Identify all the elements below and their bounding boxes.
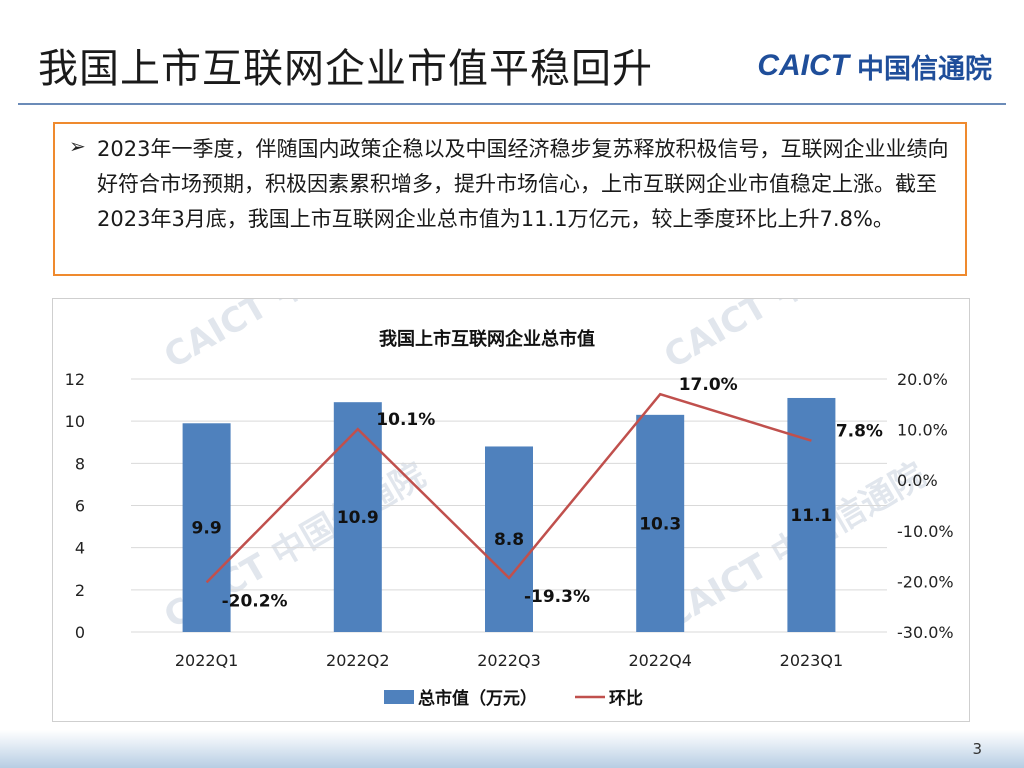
data-labels: 9.9 10.9 8.8 10.3 11.1 -20.2% 10.1% -19.3% 17.0%… xyxy=(192,375,883,611)
y-left-tick-label: 8 xyxy=(75,454,85,473)
legend-label-line: 环比 xyxy=(609,688,643,709)
y-right-tick-label: 20.0% xyxy=(897,370,948,389)
y-left-tick-label: 12 xyxy=(65,370,85,389)
line-value-label: 10.1% xyxy=(376,410,435,430)
legend-label-bar: 总市值（万元） xyxy=(418,688,537,709)
y-left-tick-label: 4 xyxy=(75,539,85,558)
chart-axes: 0 2 4 6 8 10 12 -30.0% -20.0% -10.0% 0.0% 10.0% 20.0… xyxy=(65,370,954,670)
x-tick-label: 2022Q3 xyxy=(477,651,541,670)
y-left-tick-label: 6 xyxy=(75,497,85,516)
title-divider xyxy=(18,103,1006,105)
bar xyxy=(636,414,685,632)
line-path xyxy=(205,392,812,584)
line-value-label: -19.3% xyxy=(524,587,590,607)
x-tick-label: 2023Q1 xyxy=(780,651,844,670)
bar-value-label: 11.1 xyxy=(790,506,832,526)
logo-text-en: CAICT xyxy=(757,49,849,82)
y-left-tick-label: 10 xyxy=(65,412,85,431)
bar-series xyxy=(182,397,836,632)
bar xyxy=(182,423,231,632)
bar-value-label: 8.8 xyxy=(494,530,524,550)
y-right-tick-label: 10.0% xyxy=(897,421,948,440)
y-left-tick-label: 0 xyxy=(75,623,85,642)
y-left-tick-label: 2 xyxy=(75,581,85,600)
summary-box: ➢ 2023年一季度，伴随国内政策企稳以及中国经济稳步复苏释放积极信号，互联网企… xyxy=(53,122,967,276)
bar-value-label: 9.9 xyxy=(192,519,222,539)
bar xyxy=(333,402,382,632)
chart-title: 我国上市互联网企业总市值 xyxy=(379,328,595,350)
caict-logo: CAICT 中国信通院 xyxy=(757,46,992,86)
logo-text-cn: 中国信通院 xyxy=(857,53,992,85)
line-value-label: 7.8% xyxy=(836,422,883,442)
legend-swatch-bar xyxy=(384,690,414,704)
line-value-label: -20.2% xyxy=(222,591,288,611)
footer-band xyxy=(0,730,1024,768)
x-tick-label: 2022Q1 xyxy=(175,651,239,670)
watermark-text: CAICT 中国信通院 xyxy=(658,299,933,377)
slide-title: 我国上市互联网企业市值平稳回升 xyxy=(38,46,653,92)
chart-legend: 总市值（万元） 环比 xyxy=(384,688,643,709)
line-value-label: 17.0% xyxy=(679,375,738,395)
y-right-tick-label: -30.0% xyxy=(897,623,954,642)
bar-value-label: 10.9 xyxy=(337,508,379,528)
bar-value-label: 10.3 xyxy=(639,514,681,534)
x-tick-label: 2022Q4 xyxy=(628,651,692,670)
page-number: 3 xyxy=(972,740,982,758)
y-right-tick-label: -20.0% xyxy=(897,572,954,591)
x-tick-label: 2022Q2 xyxy=(326,651,390,670)
y-right-tick-label: 0.0% xyxy=(897,471,938,490)
line-series xyxy=(205,392,812,584)
summary-paragraph: 2023年一季度，伴随国内政策企稳以及中国经济稳步复苏释放积极信号，互联网企业业… xyxy=(97,137,949,231)
bar xyxy=(485,446,533,632)
y-right-tick-label: -10.0% xyxy=(897,522,954,541)
bullet-arrow-icon: ➢ xyxy=(69,134,86,158)
